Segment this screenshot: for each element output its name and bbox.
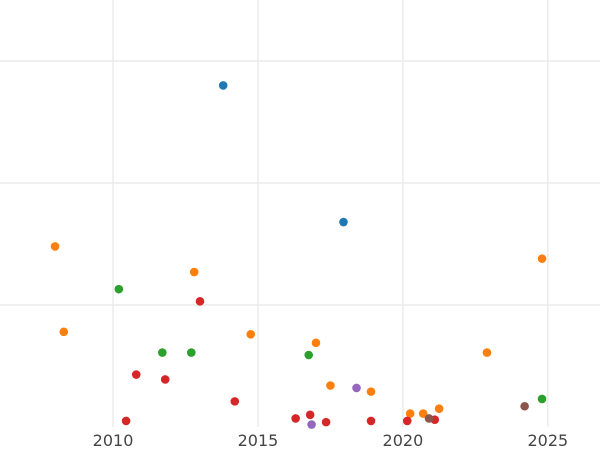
data-point-s4-8 [321, 417, 331, 427]
data-point-s3-5 [537, 394, 547, 404]
data-point-s3-4 [304, 350, 313, 360]
x-axis-ticks: 2010 2015 2020 2025 [93, 431, 569, 450]
data-point-s6-1 [424, 414, 434, 423]
data-point-s5-2 [352, 383, 361, 393]
x-tick-label-2020: 2020 [383, 431, 424, 450]
data-point-s5-1 [307, 420, 316, 429]
data-point-s4-9 [366, 416, 376, 426]
data-point-s3-2 [158, 348, 167, 357]
data-point-s3-1 [114, 284, 124, 294]
grid [0, 0, 600, 427]
data-point-s2-10 [434, 404, 444, 414]
data-point-s2-1 [50, 242, 60, 251]
data-point-s2-11 [482, 348, 492, 357]
data-point-s4-3 [160, 375, 170, 384]
data-point-s4-6 [291, 414, 300, 423]
x-tick-label-2025: 2025 [527, 431, 568, 450]
data-point-s2-5 [311, 338, 321, 348]
data-point-s2-3 [189, 267, 199, 277]
data-point-s3-3 [187, 348, 196, 357]
data-points [50, 81, 547, 429]
data-point-s1-1 [218, 81, 228, 90]
data-point-s2-2 [59, 327, 69, 337]
x-tick-label-2015: 2015 [238, 431, 279, 450]
data-point-s2-8 [405, 409, 415, 418]
data-point-s2-4 [246, 329, 256, 339]
data-point-s2-12 [537, 254, 547, 263]
data-point-s2-7 [366, 387, 376, 396]
data-point-s4-5 [230, 397, 240, 406]
data-point-s4-1 [121, 416, 131, 426]
data-point-s2-9 [418, 409, 428, 418]
data-point-s4-10 [402, 416, 412, 426]
x-tick-label-2010: 2010 [93, 431, 134, 450]
data-point-s2-6 [326, 381, 335, 390]
data-point-s6-2 [520, 401, 529, 411]
data-point-s4-2 [131, 370, 141, 379]
data-point-s4-7 [305, 410, 315, 420]
data-point-s4-4 [195, 297, 205, 306]
data-point-s1-2 [339, 217, 348, 227]
